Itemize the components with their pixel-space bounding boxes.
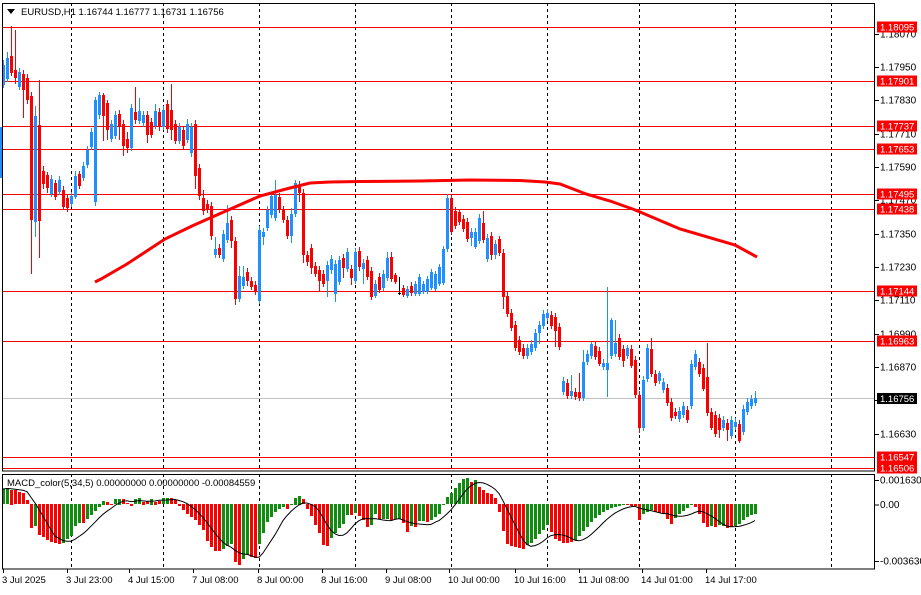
svg-text:0.0016304: 0.0016304 <box>880 476 921 487</box>
svg-text:1.17710: 1.17710 <box>880 130 917 141</box>
svg-text:1.17110: 1.17110 <box>880 296 916 307</box>
svg-text:1.17438: 1.17438 <box>880 205 914 216</box>
svg-text:1.16963: 1.16963 <box>880 337 914 348</box>
svg-text:7 Jul 08:00: 7 Jul 08:00 <box>192 575 238 586</box>
svg-text:1.17495: 1.17495 <box>880 190 914 201</box>
svg-text:1.18070: 1.18070 <box>880 30 917 41</box>
svg-text:EURUSD,H1 1.16744 1.16777 1.1: EURUSD,H1 1.16744 1.16777 1.16731 1.1675… <box>21 7 224 18</box>
svg-text:8 Jul 00:00: 8 Jul 00:00 <box>257 575 303 586</box>
svg-text:1.16506: 1.16506 <box>880 464 914 475</box>
svg-text:1.17350: 1.17350 <box>880 230 917 241</box>
svg-text:14 Jul 17:00: 14 Jul 17:00 <box>705 575 757 586</box>
svg-text:1.17590: 1.17590 <box>880 163 917 174</box>
svg-text:11 Jul 08:00: 11 Jul 08:00 <box>578 575 629 586</box>
svg-text:8 Jul 16:00: 8 Jul 16:00 <box>321 575 367 586</box>
svg-text:1.17230: 1.17230 <box>880 263 917 274</box>
svg-text:1.16756: 1.16756 <box>880 394 914 405</box>
svg-text:1.17737: 1.17737 <box>880 122 914 133</box>
svg-text:-0.0036304: -0.0036304 <box>880 557 921 568</box>
svg-text:3 Jul 23:00: 3 Jul 23:00 <box>66 575 112 586</box>
svg-text:1.17144: 1.17144 <box>880 287 914 298</box>
svg-text:MACD_color(5,34,5) 0.00000000: MACD_color(5,34,5) 0.00000000 0.00000000… <box>7 478 255 489</box>
svg-text:0.00: 0.00 <box>880 500 900 511</box>
svg-text:14 Jul 01:00: 14 Jul 01:00 <box>641 575 693 586</box>
svg-text:1.16630: 1.16630 <box>880 430 917 441</box>
svg-text:10 Jul 00:00: 10 Jul 00:00 <box>448 575 500 586</box>
svg-text:1.16990: 1.16990 <box>880 330 917 341</box>
svg-text:9 Jul 08:00: 9 Jul 08:00 <box>385 575 431 586</box>
svg-text:1.16547: 1.16547 <box>880 453 914 464</box>
svg-text:4 Jul 15:00: 4 Jul 15:00 <box>128 575 174 586</box>
svg-text:1.17830: 1.17830 <box>880 96 917 107</box>
svg-text:1.17950: 1.17950 <box>880 63 917 74</box>
svg-text:3 Jul 2025: 3 Jul 2025 <box>2 575 46 586</box>
svg-text:1.16870: 1.16870 <box>880 363 917 374</box>
svg-text:10 Jul 16:00: 10 Jul 16:00 <box>514 575 566 586</box>
svg-text:1.17470: 1.17470 <box>880 196 917 207</box>
svg-text:1.17901: 1.17901 <box>880 77 914 88</box>
svg-text:1.17653: 1.17653 <box>880 145 914 156</box>
svg-text:1.18095: 1.18095 <box>880 23 914 34</box>
